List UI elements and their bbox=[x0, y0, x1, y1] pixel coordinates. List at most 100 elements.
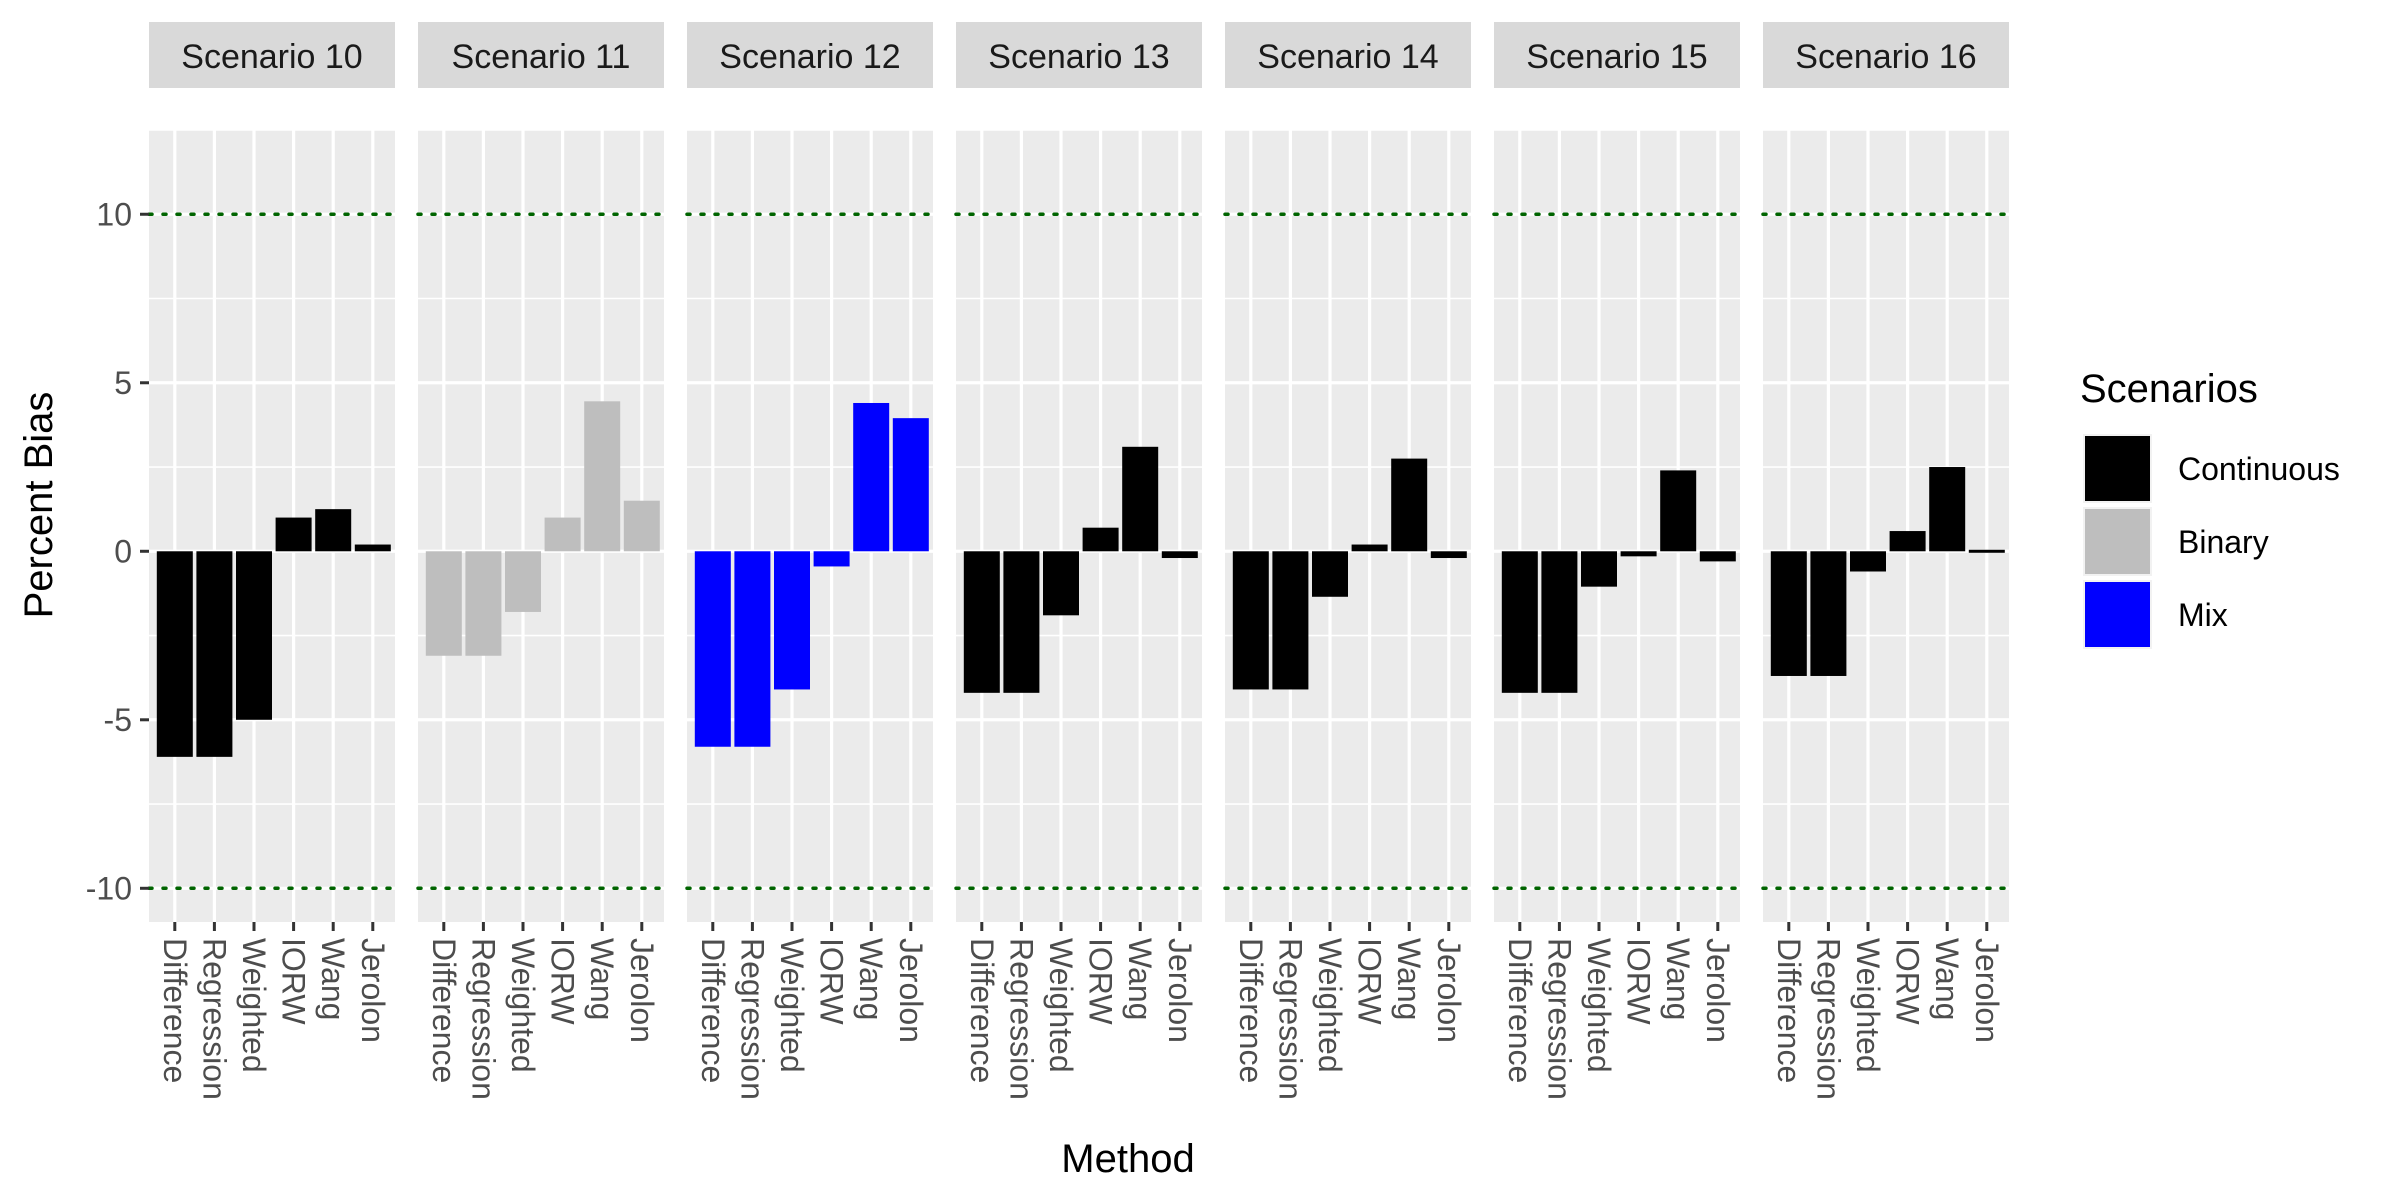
panel: Scenario 14 Difference Regression Weighted I… bbox=[1223, 22, 1473, 1100]
x-tick-label: Weighted bbox=[1581, 938, 1617, 1073]
panel-strip bbox=[418, 22, 664, 88]
bar bbox=[315, 509, 352, 552]
legend-title: Scenarios bbox=[2080, 367, 2258, 411]
legend-label: Mix bbox=[2178, 597, 2228, 633]
y-axis: -10 -5 0 5 10 bbox=[86, 196, 149, 906]
panel: Scenario 13 Difference Regression Weighted I… bbox=[954, 22, 1204, 1100]
x-tick-label: Difference bbox=[695, 938, 731, 1083]
x-tick-label: Regression bbox=[1003, 938, 1039, 1100]
x-tick-label: Regression bbox=[1272, 938, 1308, 1100]
panel-title: Scenario 11 bbox=[452, 38, 631, 76]
x-tick-label: Jerolon bbox=[893, 938, 929, 1043]
y-tick-label: -10 bbox=[86, 870, 132, 906]
x-tick-label: Weighted bbox=[774, 938, 810, 1073]
legend-label: Continuous bbox=[2178, 451, 2340, 487]
x-tick-label: Difference bbox=[1771, 938, 1807, 1083]
bar bbox=[1889, 531, 1926, 552]
bar bbox=[465, 551, 502, 656]
panel-background bbox=[1225, 130, 1471, 922]
bar bbox=[1082, 527, 1119, 552]
panel-strip bbox=[956, 22, 1202, 88]
x-tick-label: Difference bbox=[1233, 938, 1269, 1083]
bar bbox=[813, 551, 850, 567]
bar bbox=[1929, 467, 1966, 552]
x-tick-label: Wang bbox=[584, 938, 620, 1020]
bar bbox=[156, 551, 193, 757]
bar bbox=[1501, 551, 1538, 693]
x-tick-label: Wang bbox=[1929, 938, 1965, 1020]
bar bbox=[1122, 446, 1159, 552]
x-tick-label: Regression bbox=[465, 938, 501, 1100]
x-tick-label: Weighted bbox=[1312, 938, 1348, 1073]
y-axis-title: Percent Bias bbox=[17, 392, 61, 619]
panel-title: Scenario 16 bbox=[1795, 38, 1976, 76]
x-tick-label: IORW bbox=[814, 938, 850, 1025]
bar bbox=[774, 551, 810, 690]
x-tick-label: IORW bbox=[1621, 938, 1657, 1025]
panel: Scenario 10 Difference Regression Weighted I… bbox=[147, 22, 397, 1100]
x-tick-label: Jerolon bbox=[355, 938, 391, 1043]
x-tick-label: Jerolon bbox=[1162, 938, 1198, 1043]
bar bbox=[1232, 551, 1269, 690]
panel-background bbox=[956, 130, 1202, 922]
x-tick-label: Wang bbox=[315, 938, 351, 1020]
panel-background bbox=[1763, 130, 2009, 922]
x-tick-label: IORW bbox=[545, 938, 581, 1025]
x-tick-label: Regression bbox=[1541, 938, 1577, 1100]
x-tick-label: IORW bbox=[276, 938, 312, 1025]
x-tick-label: Difference bbox=[157, 938, 193, 1083]
bar bbox=[354, 544, 391, 552]
bar bbox=[1003, 551, 1040, 693]
x-tick-label: IORW bbox=[1890, 938, 1926, 1025]
bar bbox=[1581, 551, 1617, 587]
panel-title: Scenario 14 bbox=[1257, 38, 1438, 76]
legend: Scenarios Continuous Binary Mix bbox=[2080, 367, 2340, 649]
panel: Scenario 15 Difference Regression Weighted I… bbox=[1492, 22, 1742, 1100]
x-tick-label: Regression bbox=[1810, 938, 1846, 1100]
panel: Scenario 11 Difference Regression Weighted I… bbox=[416, 22, 666, 1100]
panel-background bbox=[687, 130, 933, 922]
y-tick-label: 10 bbox=[96, 196, 132, 232]
x-tick-label: Wang bbox=[1391, 938, 1427, 1020]
panel-strip bbox=[687, 22, 933, 88]
bar bbox=[734, 551, 771, 747]
bar bbox=[1699, 551, 1736, 562]
bar bbox=[1043, 551, 1079, 616]
bar bbox=[1850, 551, 1886, 572]
x-tick-label: Jerolon bbox=[1969, 938, 2005, 1043]
bar bbox=[1312, 551, 1348, 597]
bar bbox=[623, 500, 660, 552]
legend-swatch bbox=[2085, 436, 2150, 501]
bar bbox=[1430, 551, 1467, 559]
x-tick-label: Regression bbox=[734, 938, 770, 1100]
bar bbox=[544, 517, 581, 552]
x-tick-label: Weighted bbox=[236, 938, 272, 1073]
x-tick-label: IORW bbox=[1083, 938, 1119, 1025]
y-tick-label: 0 bbox=[114, 533, 132, 569]
bar bbox=[1391, 458, 1428, 552]
bar bbox=[584, 401, 621, 552]
panel-strip bbox=[1225, 22, 1471, 88]
x-tick-label: Wang bbox=[1660, 938, 1696, 1020]
x-tick-label: Regression bbox=[196, 938, 232, 1100]
x-tick-label: Jerolon bbox=[1700, 938, 1736, 1043]
panel-strip bbox=[1763, 22, 2009, 88]
bar bbox=[1541, 551, 1578, 693]
panel-background bbox=[1494, 130, 1740, 922]
x-tick-label: Weighted bbox=[1043, 938, 1079, 1073]
panel-title: Scenario 13 bbox=[988, 38, 1169, 76]
bar bbox=[1620, 551, 1657, 557]
x-tick-label: Jerolon bbox=[624, 938, 660, 1043]
x-tick-label: Jerolon bbox=[1431, 938, 1467, 1043]
bar bbox=[505, 551, 541, 612]
panel-background bbox=[418, 130, 664, 922]
bar bbox=[1660, 470, 1697, 552]
bar bbox=[236, 551, 272, 720]
bar bbox=[1351, 544, 1388, 552]
panel-title: Scenario 15 bbox=[1526, 38, 1707, 76]
x-tick-label: Wang bbox=[853, 938, 889, 1020]
bar bbox=[1161, 551, 1198, 559]
y-tick-label: -5 bbox=[104, 702, 132, 738]
panel: Scenario 16 Difference Regression Weighted I… bbox=[1761, 22, 2011, 1100]
